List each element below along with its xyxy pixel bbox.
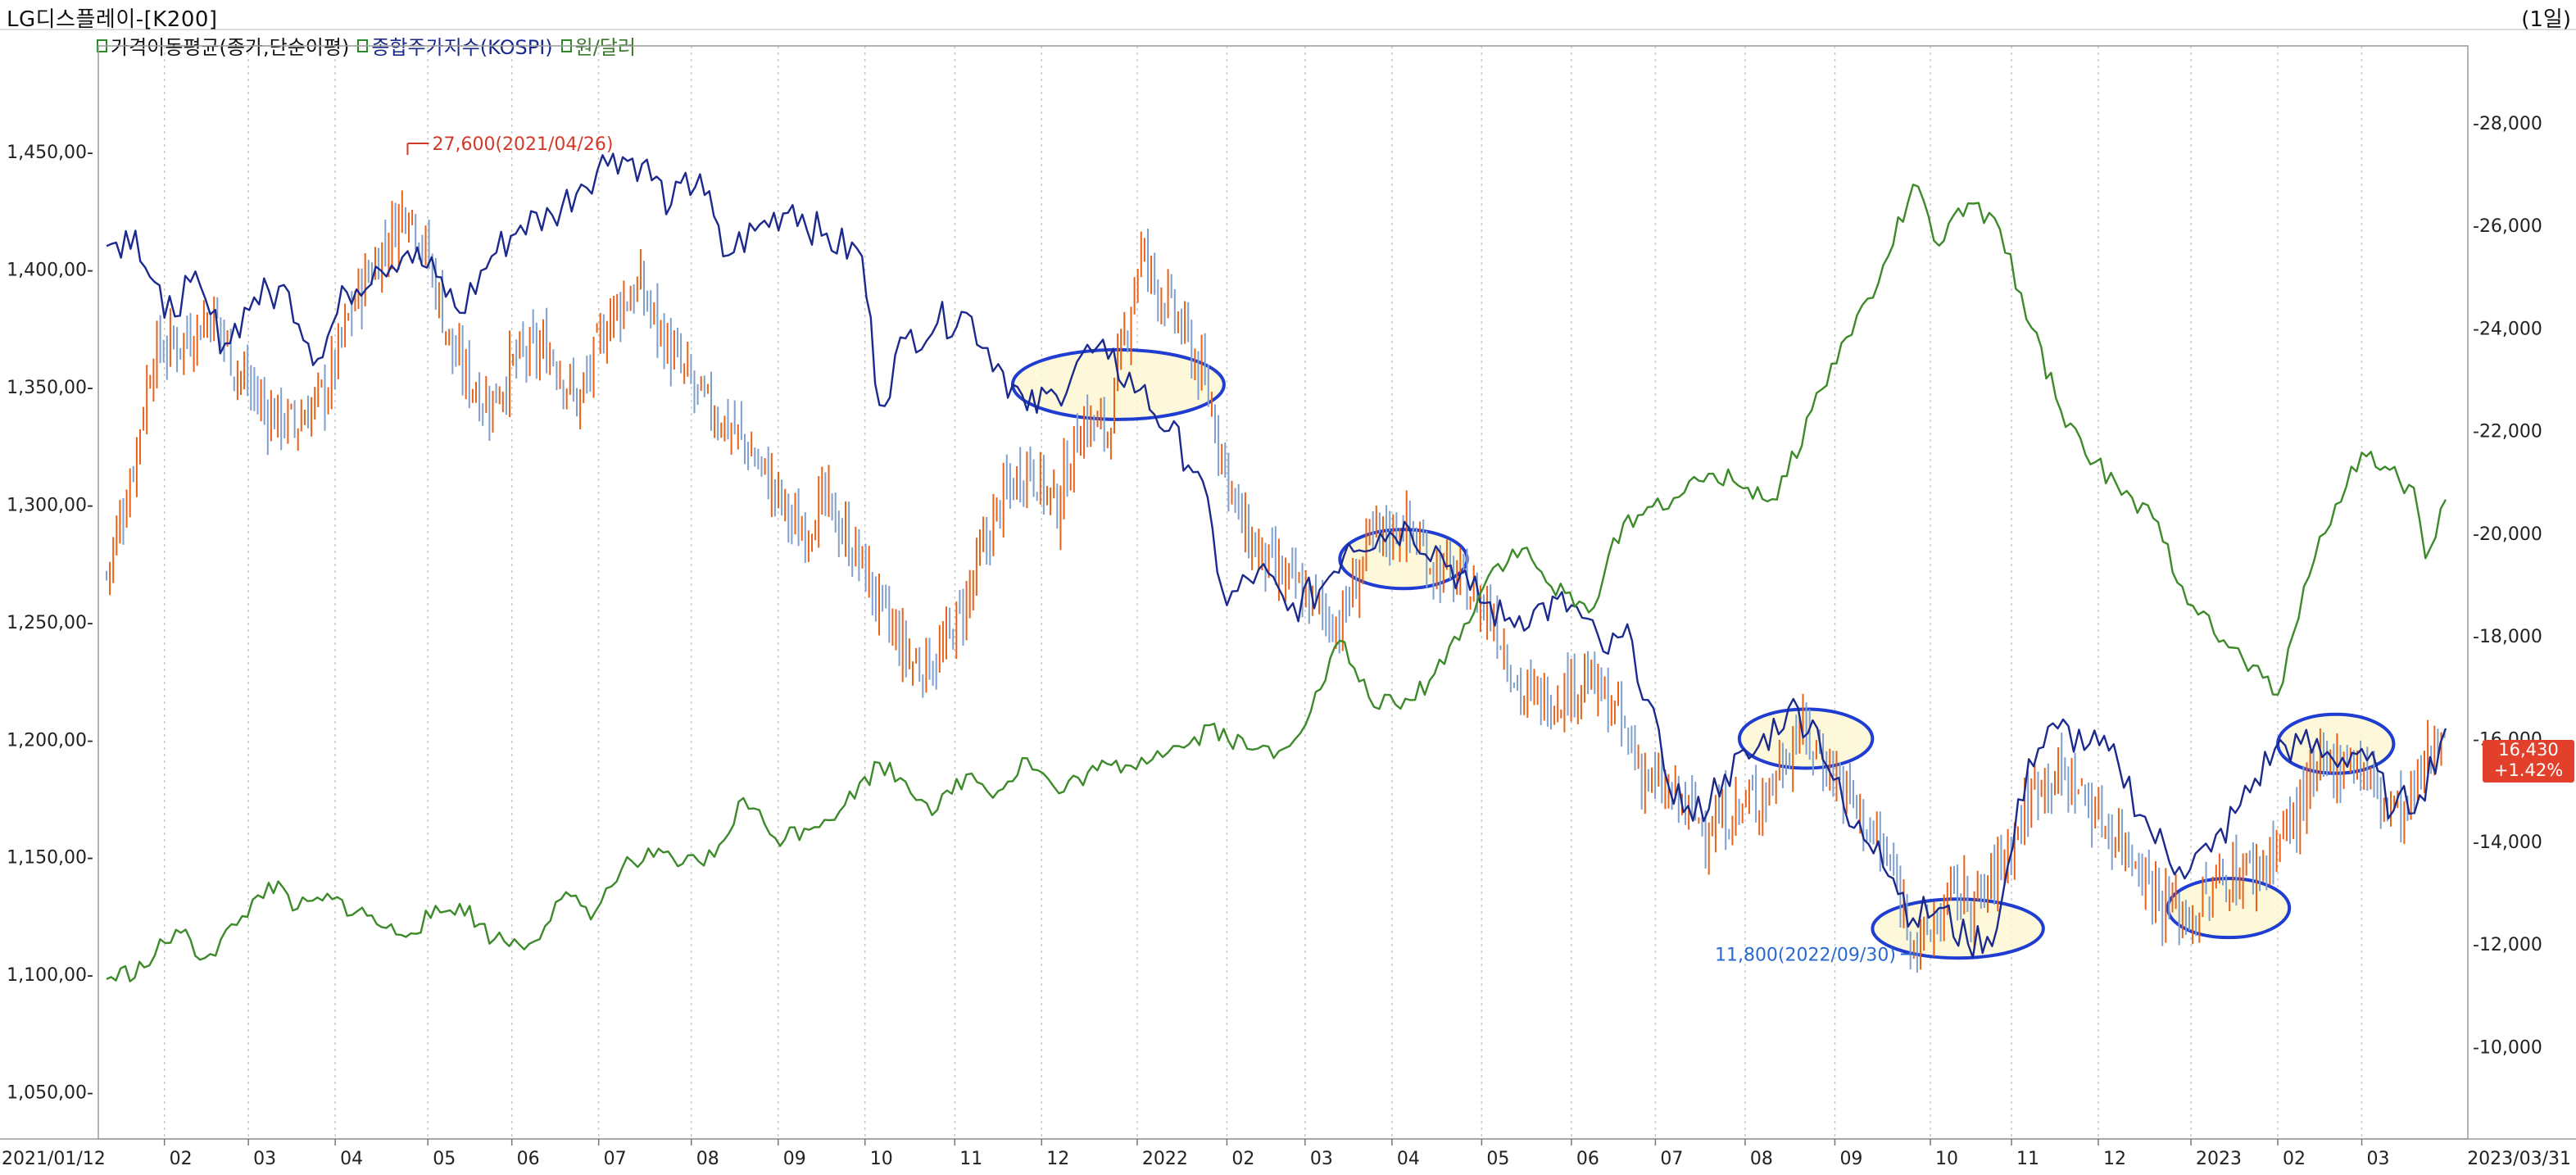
- grid: [163, 46, 2363, 1139]
- left-tick-label: 1,250,00-: [7, 613, 93, 633]
- x-tick-label: 2021/01/12: [2, 1149, 106, 1169]
- x-tick-label: 07: [604, 1149, 627, 1169]
- right-tick-label: -26,000: [2473, 216, 2542, 237]
- price-change: +1.42%: [2493, 760, 2564, 780]
- current-price-tag: 16,430 +1.42%: [2483, 740, 2574, 783]
- x-tick-label: 10: [870, 1149, 893, 1169]
- highlight-ellipses: [1010, 347, 2396, 960]
- x-tick-label: 04: [340, 1149, 363, 1169]
- x-tick-label: 12: [1046, 1149, 1069, 1169]
- highlight-ellipse: [2166, 877, 2292, 940]
- usdkrw-line: [106, 184, 2447, 982]
- price-candles: [106, 190, 2446, 973]
- x-tick-label: 05: [433, 1149, 456, 1169]
- x-tick-label: 12: [2103, 1149, 2126, 1169]
- x-tick-label: 03: [1310, 1149, 1333, 1169]
- right-tick-label: -20,000: [2473, 524, 2542, 545]
- x-tick-label: 11: [2016, 1149, 2039, 1169]
- left-tick-label: 1,350,00-: [7, 378, 93, 398]
- x-tick-label: 2022: [1142, 1149, 1188, 1169]
- right-tick-label: -12,000: [2473, 935, 2542, 955]
- left-tick-label: 1,300,00-: [7, 495, 93, 515]
- x-tick-label: 10: [1935, 1149, 1958, 1169]
- chart-title: LG디스플레이-[K200]: [7, 7, 218, 32]
- right-tick-label: -10,000: [2473, 1037, 2542, 1058]
- right-tick-label: -28,000: [2473, 114, 2542, 134]
- plot-frame: [98, 45, 2469, 1140]
- x-tick-label: 02: [170, 1149, 193, 1169]
- x-tick-label: 08: [1750, 1149, 1773, 1169]
- period-label[interactable]: (1일): [2521, 7, 2571, 32]
- x-tick-label: 04: [1397, 1149, 1420, 1169]
- left-tick-label: 1,200,00-: [7, 730, 93, 751]
- annotations: 27,600(2021/04/26) 11,800(2022/09/30): [406, 134, 1919, 966]
- right-tick-label: -14,000: [2473, 832, 2542, 853]
- left-tick-label: 1,100,00-: [7, 965, 93, 986]
- x-tick-label: 03: [2367, 1149, 2390, 1169]
- series-lines: [106, 152, 2447, 982]
- x-tick-label: 11: [959, 1149, 982, 1169]
- left-tick-label: 1,050,00-: [7, 1083, 93, 1104]
- right-tick-label: -18,000: [2473, 627, 2542, 647]
- legend: 가격이동평균(종가,단순이평) 종합주가지수(KOSPI) 원/달러: [97, 31, 636, 60]
- legend-item[interactable]: 가격이동평균(종가,단순이평): [97, 31, 349, 60]
- x-tick-label: 09: [783, 1149, 806, 1169]
- x-tick-label: 06: [517, 1149, 540, 1169]
- chart-header: LG디스플레이-[K200] (1일): [0, 0, 2576, 32]
- legend-item[interactable]: 종합주가지수(KOSPI): [357, 31, 553, 60]
- x-tick-label: 08: [696, 1149, 719, 1169]
- x-tick-label: 2023/03/31: [2467, 1149, 2571, 1169]
- left-tick-label: 1,150,00-: [7, 848, 93, 869]
- right-tick-label: -22,000: [2473, 422, 2542, 442]
- x-tick-label: 06: [1576, 1149, 1599, 1169]
- left-tick-label: 1,400,00-: [7, 261, 93, 281]
- legend-label: 가격이동평균(종가,단순이평): [111, 36, 350, 59]
- x-tick-label: 02: [1231, 1149, 1254, 1169]
- max-label: 27,600(2021/04/26): [432, 134, 613, 155]
- axes: 2021/01/12 02 03 04 05 06 07 08 09 10 11 12 2022 02 03…: [0, 29, 2576, 1169]
- min-label: 11,800(2022/09/30): [1715, 946, 1896, 966]
- current-price: 16,430: [2498, 740, 2559, 760]
- left-tick-label: 1,450,00-: [7, 143, 93, 163]
- x-tick-label: 05: [1486, 1149, 1509, 1169]
- x-tick-label: 03: [253, 1149, 276, 1169]
- legend-label: 원/달러: [574, 36, 636, 59]
- x-tick-label: 09: [1839, 1149, 1862, 1169]
- legend-label: 종합주가지수(KOSPI): [371, 36, 553, 59]
- kospi-line: [106, 152, 2447, 959]
- right-tick-label: -24,000: [2473, 319, 2542, 339]
- x-tick-label: 07: [1660, 1149, 1683, 1169]
- x-tick-label: 2023: [2196, 1149, 2242, 1169]
- x-tick-label: 02: [2283, 1149, 2306, 1169]
